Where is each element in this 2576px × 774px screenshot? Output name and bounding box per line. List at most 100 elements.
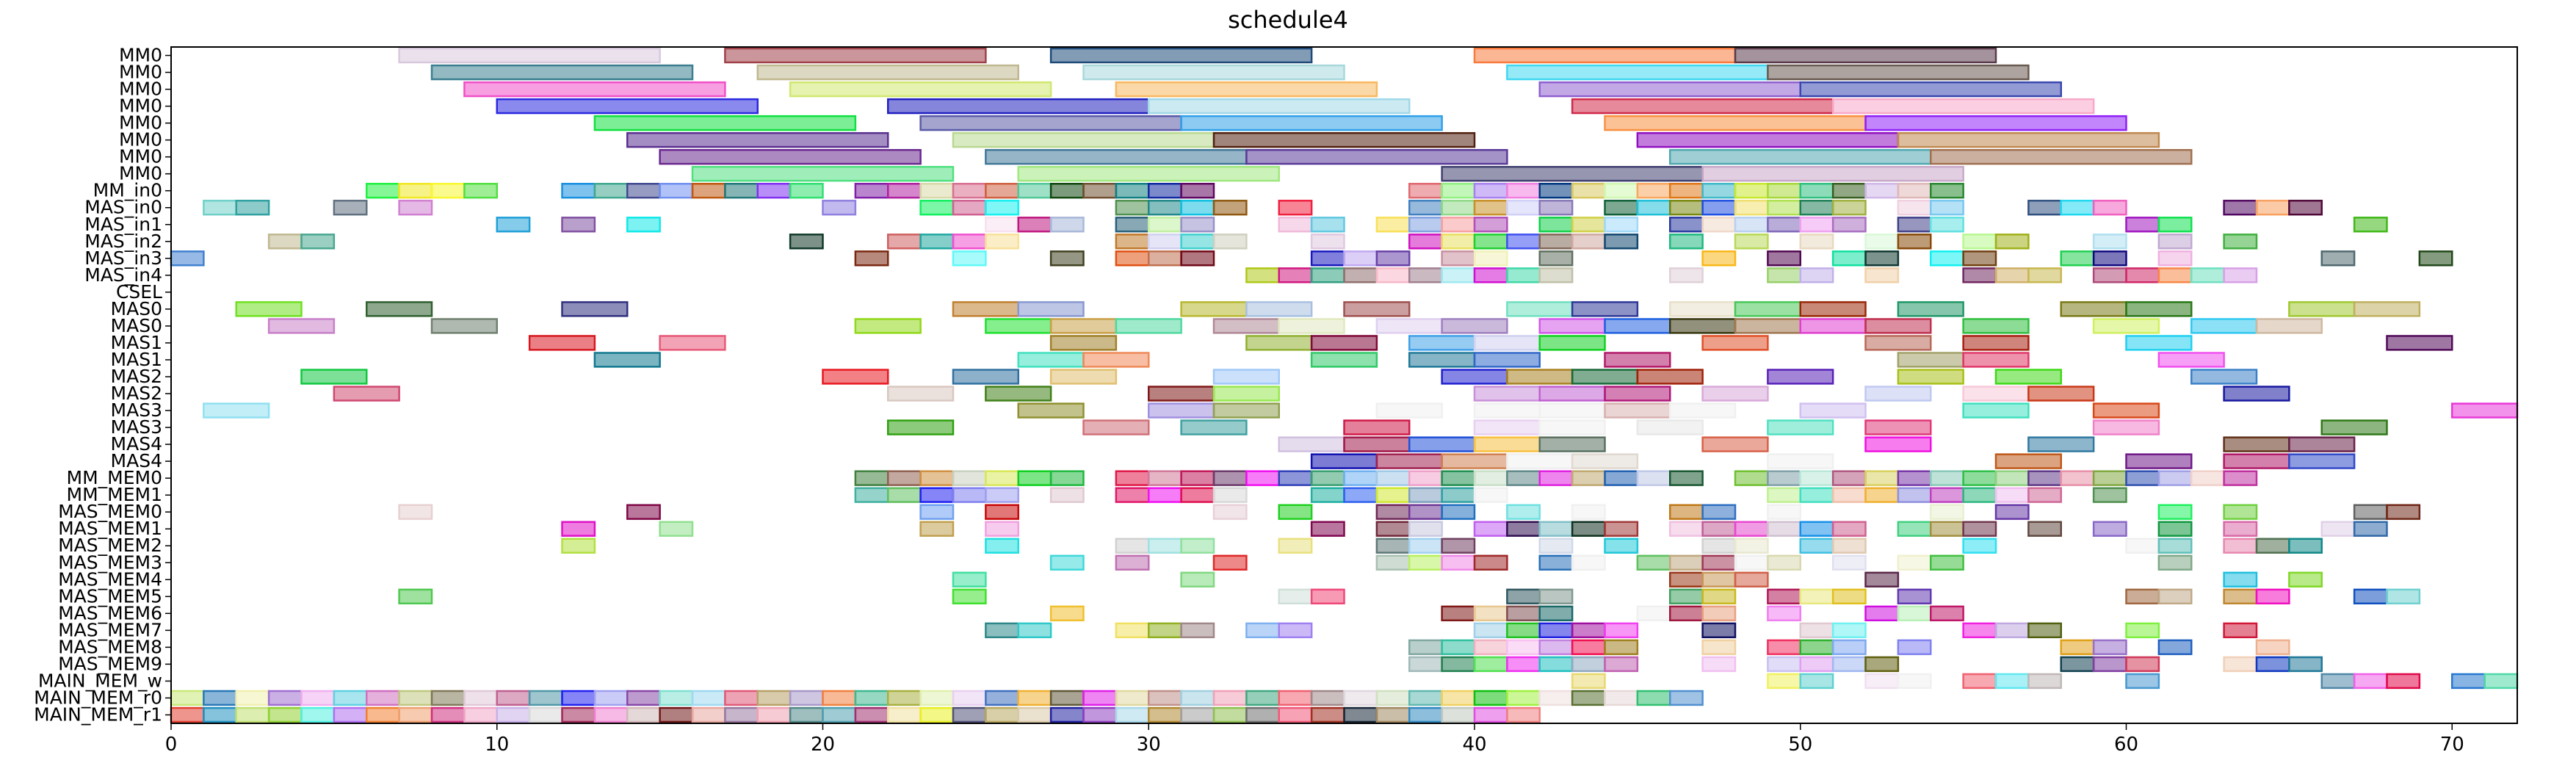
task-bar bbox=[1441, 639, 1476, 656]
task-bar bbox=[1962, 538, 1997, 554]
task-bar bbox=[854, 690, 889, 706]
y-tick-label: MAS4 bbox=[111, 450, 162, 471]
task-bar bbox=[1897, 234, 1932, 250]
task-bar bbox=[2027, 436, 2095, 452]
task-bar bbox=[2092, 656, 2127, 673]
task-bar bbox=[1408, 234, 1443, 250]
y-tick-label: MM0 bbox=[119, 163, 162, 184]
task-bar bbox=[1701, 183, 1737, 199]
task-bar bbox=[2157, 217, 2193, 233]
task-bar bbox=[887, 386, 955, 402]
task-bar bbox=[1017, 183, 1052, 199]
task-bar bbox=[1701, 538, 1737, 554]
task-bar bbox=[1506, 301, 1574, 317]
task-bar bbox=[1962, 267, 1997, 283]
task-bar bbox=[1473, 706, 1508, 723]
task-bar bbox=[919, 200, 955, 216]
task-bar bbox=[1767, 673, 1801, 690]
task-bar bbox=[1538, 419, 1606, 435]
task-bar bbox=[1767, 605, 1801, 622]
task-bar bbox=[1310, 690, 1345, 706]
task-bar bbox=[1115, 318, 1182, 334]
task-bar bbox=[1538, 250, 1574, 267]
task-bar bbox=[756, 64, 1019, 81]
task-bar bbox=[1245, 267, 1280, 283]
y-tick-label: MM0 bbox=[119, 45, 162, 66]
task-bar bbox=[1571, 656, 1606, 673]
task-bar bbox=[561, 301, 629, 317]
task-bar bbox=[1864, 234, 1900, 250]
task-bar bbox=[1799, 622, 1834, 639]
task-bar bbox=[1701, 217, 1737, 233]
task-bar bbox=[1278, 706, 1313, 723]
task-bar bbox=[1049, 47, 1313, 64]
task-bar bbox=[1831, 487, 1867, 503]
task-bar bbox=[724, 47, 987, 64]
task-bar bbox=[1408, 335, 1476, 351]
task-bar bbox=[1017, 165, 1280, 182]
task-bar bbox=[1408, 217, 1443, 233]
task-bar bbox=[1930, 250, 1964, 267]
task-bar bbox=[1669, 217, 1704, 233]
task-bar bbox=[2223, 571, 2258, 587]
task-bar bbox=[561, 538, 596, 554]
task-bar bbox=[854, 706, 889, 723]
task-bar bbox=[1799, 234, 1834, 250]
task-bar bbox=[1212, 402, 1280, 419]
task-bar bbox=[463, 183, 498, 199]
task-bar bbox=[1441, 165, 1704, 182]
task-bar bbox=[1799, 588, 1834, 605]
task-bar bbox=[1441, 234, 1476, 250]
task-bar bbox=[1701, 521, 1737, 537]
task-bar bbox=[2125, 470, 2160, 486]
task-bar bbox=[1604, 386, 1671, 402]
task-bar bbox=[1734, 318, 1801, 334]
task-bar bbox=[1441, 318, 1508, 334]
task-bar bbox=[1343, 301, 1411, 317]
task-bar bbox=[203, 200, 237, 216]
task-bar bbox=[1375, 217, 1411, 233]
task-bar bbox=[1473, 605, 1508, 622]
y-tick-label: MAS_in2 bbox=[84, 231, 162, 252]
task-bar bbox=[1017, 402, 1085, 419]
task-bar bbox=[2386, 335, 2453, 351]
x-tick-label: 0 bbox=[165, 734, 178, 756]
task-bar bbox=[593, 183, 629, 199]
task-bar bbox=[1506, 504, 1541, 520]
task-bar bbox=[2353, 301, 2421, 317]
y-tick-label: MAS1 bbox=[111, 349, 162, 370]
task-bar bbox=[1408, 538, 1443, 554]
task-bar bbox=[1701, 639, 1737, 656]
task-bar bbox=[561, 690, 596, 706]
task-bar bbox=[919, 183, 955, 199]
task-bar bbox=[659, 690, 694, 706]
task-bar bbox=[2320, 419, 2388, 435]
task-bar bbox=[2386, 588, 2421, 605]
task-bar bbox=[496, 706, 531, 723]
task-bar bbox=[2223, 588, 2258, 605]
task-bar bbox=[1115, 200, 1150, 216]
task-bar bbox=[1636, 369, 1704, 385]
task-bar bbox=[1994, 504, 2030, 520]
task-bar bbox=[1538, 622, 1574, 639]
task-bar bbox=[2092, 470, 2127, 486]
task-bar bbox=[1115, 470, 1150, 486]
task-bar bbox=[952, 706, 987, 723]
task-bar bbox=[1636, 183, 1671, 199]
task-bar bbox=[1864, 183, 1900, 199]
task-bar bbox=[430, 690, 466, 706]
task-bar bbox=[1278, 436, 1345, 452]
task-bar bbox=[1441, 656, 1476, 673]
task-bar bbox=[1897, 470, 1932, 486]
task-bar bbox=[1506, 470, 1541, 486]
task-bar bbox=[1278, 217, 1313, 233]
task-bar bbox=[2353, 588, 2388, 605]
task-bar bbox=[1930, 470, 1964, 486]
task-bar bbox=[2223, 470, 2258, 486]
task-bar bbox=[985, 148, 1248, 165]
task-bar bbox=[952, 470, 987, 486]
task-bar bbox=[1767, 419, 1834, 435]
task-bar bbox=[1538, 81, 1801, 98]
task-bar bbox=[919, 690, 955, 706]
task-bar bbox=[1994, 470, 2030, 486]
